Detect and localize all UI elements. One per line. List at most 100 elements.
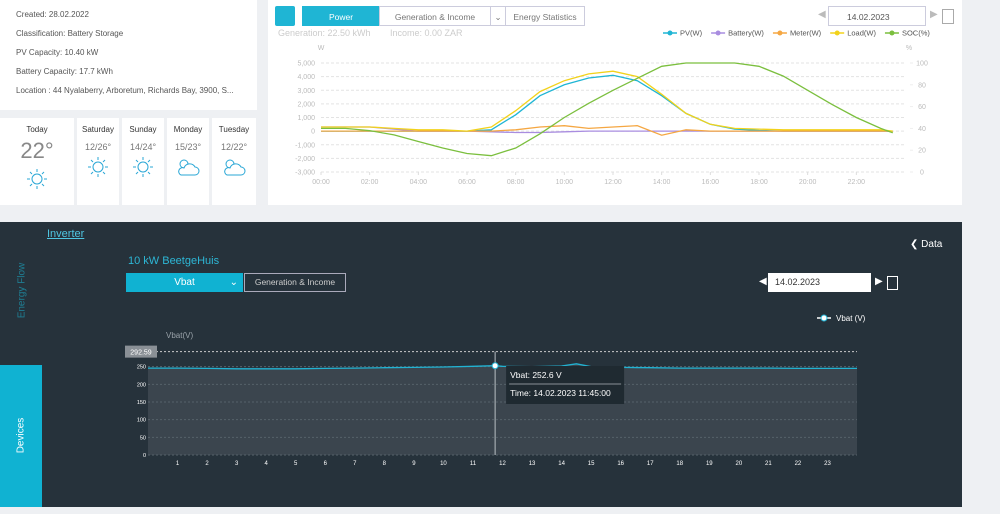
- info-card: [0, 0, 257, 110]
- device-panel: [0, 222, 962, 507]
- power-card: [268, 0, 962, 205]
- generation-tab[interactable]: Generation & Income: [244, 273, 346, 292]
- legend-dot: [667, 30, 673, 36]
- x-tick-label: 12:00: [604, 179, 622, 186]
- series-line: [321, 70, 893, 132]
- x-tick-label: 14:00: [653, 179, 671, 186]
- x-tick-label: 11: [470, 461, 477, 467]
- x-tick-label: 17: [647, 461, 654, 467]
- move-button[interactable]: [275, 6, 295, 26]
- y2-unit: %: [906, 45, 912, 52]
- legend-label: SOC(%): [902, 29, 930, 38]
- y2-tick-label: 60: [918, 104, 926, 111]
- y-tick-label: 100: [137, 418, 146, 424]
- max-label: 292.59: [130, 350, 152, 357]
- x-tick-label: 16: [617, 461, 624, 467]
- x-tick-label: 22: [795, 461, 802, 467]
- y-tick-label: -3,000: [295, 170, 315, 177]
- y-tick-label: 50: [140, 435, 146, 441]
- devices-tab-bg[interactable]: [0, 365, 42, 507]
- series-area: [148, 363, 857, 455]
- temp: 14/24°: [129, 142, 157, 152]
- temp: 15/23°: [174, 142, 202, 152]
- x-tick-label: 4: [264, 461, 268, 467]
- x-tick-label: 21: [765, 461, 772, 467]
- x-tick-label: 18:00: [750, 179, 768, 186]
- x-tick-label: 18: [676, 461, 683, 467]
- battery-capacity: Battery Capacity: 17.7 kWh: [16, 67, 113, 76]
- sun-icon: [88, 157, 108, 177]
- legend-label: Meter(W): [790, 29, 822, 38]
- y-unit: W: [318, 45, 325, 52]
- next-date[interactable]: ▶: [875, 276, 883, 287]
- x-tick-label: 3: [235, 461, 239, 467]
- legend-label: Battery(W): [728, 29, 764, 38]
- weather-card: Today 22°: [0, 118, 74, 205]
- x-tick-label: 06:00: [458, 179, 476, 186]
- weather-card: Monday 15/23°: [167, 118, 209, 205]
- tooltip-bg: [506, 366, 625, 404]
- classification: Classification: Battery Storage: [16, 29, 124, 38]
- x-tick-label: 20:00: [799, 179, 817, 186]
- day: Tuesday: [218, 125, 250, 134]
- y-tick-label: 0: [311, 129, 315, 136]
- prev-date[interactable]: ◀: [818, 9, 826, 20]
- y2-tick-label: 40: [918, 126, 926, 133]
- y2-tick-label: 20: [918, 148, 926, 155]
- legend-dot: [820, 314, 828, 322]
- tooltip-line: Vbat: 252.6 V: [510, 370, 562, 380]
- y-tick-label: 250: [137, 365, 146, 371]
- y-tick-label: 2,000: [297, 101, 315, 108]
- prev-date[interactable]: ◀: [759, 276, 767, 287]
- vbat-selector[interactable]: Vbat ⌄: [126, 273, 243, 292]
- temp: 12/22°: [220, 142, 248, 152]
- series-line: [321, 74, 893, 132]
- back-data[interactable]: ❮ Data: [910, 239, 942, 250]
- sun-icon: [133, 157, 153, 177]
- export-icon[interactable]: [887, 276, 898, 290]
- x-tick-label: 14: [558, 461, 565, 467]
- date-picker[interactable]: 14.02.2023: [828, 6, 926, 26]
- legend-label: PV(W): [680, 29, 703, 38]
- x-tick-label: 6: [324, 461, 328, 467]
- sun-icon: [27, 169, 47, 189]
- legend-dot: [777, 30, 783, 36]
- x-tick-label: 13: [529, 461, 536, 467]
- income: Income: 0.00 ZAR: [390, 28, 463, 38]
- date-picker[interactable]: 14.02.2023: [768, 273, 871, 292]
- x-tick-label: 00:00: [312, 179, 330, 186]
- legend-dot: [834, 30, 840, 36]
- hover-point: [491, 362, 499, 370]
- temp: 12/26°: [84, 142, 112, 152]
- energy-statistics-tab[interactable]: Energy Statistics: [505, 6, 585, 26]
- day: Today: [26, 125, 48, 134]
- x-tick-label: 1: [176, 461, 180, 467]
- weather-card: Sunday 14/24°: [122, 118, 164, 205]
- weather-card: Saturday 12/26°: [77, 118, 119, 205]
- x-tick-label: 10: [440, 461, 447, 467]
- max-label-bg: [125, 345, 157, 358]
- cloud-icon: [224, 159, 246, 176]
- day: Monday: [173, 125, 203, 134]
- pv-capacity: PV Capacity: 10.40 kW: [16, 48, 99, 57]
- chevron: ❮: [910, 239, 922, 250]
- power-tab[interactable]: Power: [302, 6, 380, 26]
- x-tick-label: 02:00: [361, 179, 379, 186]
- export-icon[interactable]: [942, 9, 954, 24]
- y-tick-label: 150: [137, 400, 146, 406]
- day: Sunday: [129, 125, 157, 134]
- x-tick-label: 12: [499, 461, 506, 467]
- weather-card: Tuesday 12/22°: [212, 118, 256, 205]
- created: Created: 28.02.2022: [16, 10, 89, 19]
- y-tick-label: -1,000: [295, 142, 315, 149]
- y-tick-label: 3,000: [297, 88, 315, 95]
- generation: Generation: 22.50 kWh: [278, 28, 371, 38]
- next-date[interactable]: ▶: [930, 9, 938, 20]
- legend-dot: [889, 30, 895, 36]
- inverter-link[interactable]: Inverter: [47, 228, 85, 240]
- y2-tick-label: 100: [916, 61, 928, 68]
- x-tick-label: 08:00: [507, 179, 525, 186]
- x-tick-label: 20: [735, 461, 742, 467]
- x-tick-label: 10:00: [556, 179, 574, 186]
